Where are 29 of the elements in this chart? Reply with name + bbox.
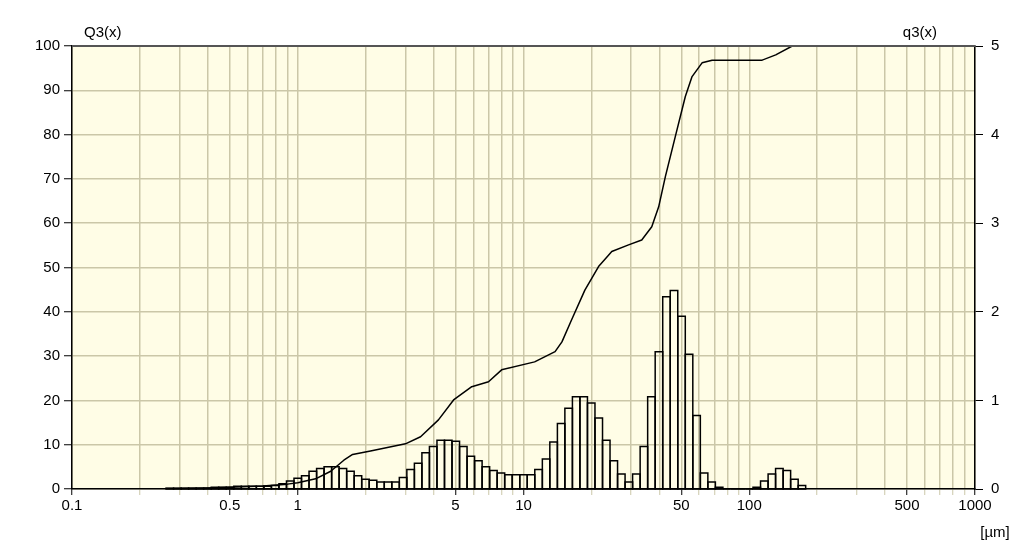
y-tick-label: 60 (43, 213, 60, 231)
x-tick-label: 500 (894, 496, 920, 514)
x-tick-label: 5 (451, 496, 460, 514)
x-axis-title: [µm] (980, 522, 1010, 540)
y-tick-label: 20 (43, 390, 60, 408)
y2-tick-label: 4 (991, 124, 1000, 142)
x-tick-label: 10 (515, 496, 532, 514)
y2-tick-label: 3 (991, 213, 1000, 231)
y-tick-label: 40 (43, 301, 60, 319)
y-tick-label: 10 (43, 434, 60, 452)
y2-axis-title: q3(x) (902, 22, 937, 40)
y-tick-label: 30 (43, 346, 60, 364)
y2-tick-label: 2 (991, 301, 1000, 319)
x-tick-label: 1000 (958, 496, 992, 514)
x-tick-label: 50 (672, 496, 690, 514)
y-tick-label: 0 (51, 479, 60, 497)
y-axis-title: Q3(x) (84, 22, 122, 40)
y-tick-label: 90 (43, 80, 60, 98)
y-tick-label: 80 (43, 124, 60, 142)
y-tick-label: 50 (43, 257, 60, 275)
y2-tick-label: 1 (991, 390, 1000, 408)
y-tick-label: 70 (43, 169, 60, 187)
y2-tick-label: 0 (991, 479, 1000, 497)
y2-tick-label: 5 (991, 36, 1000, 54)
x-tick-label: 0.5 (219, 496, 241, 514)
x-tick-label: 0.1 (61, 496, 83, 514)
x-tick-label: 1 (293, 496, 302, 514)
y-tick-label: 100 (34, 36, 60, 54)
x-tick-label: 100 (736, 496, 762, 514)
